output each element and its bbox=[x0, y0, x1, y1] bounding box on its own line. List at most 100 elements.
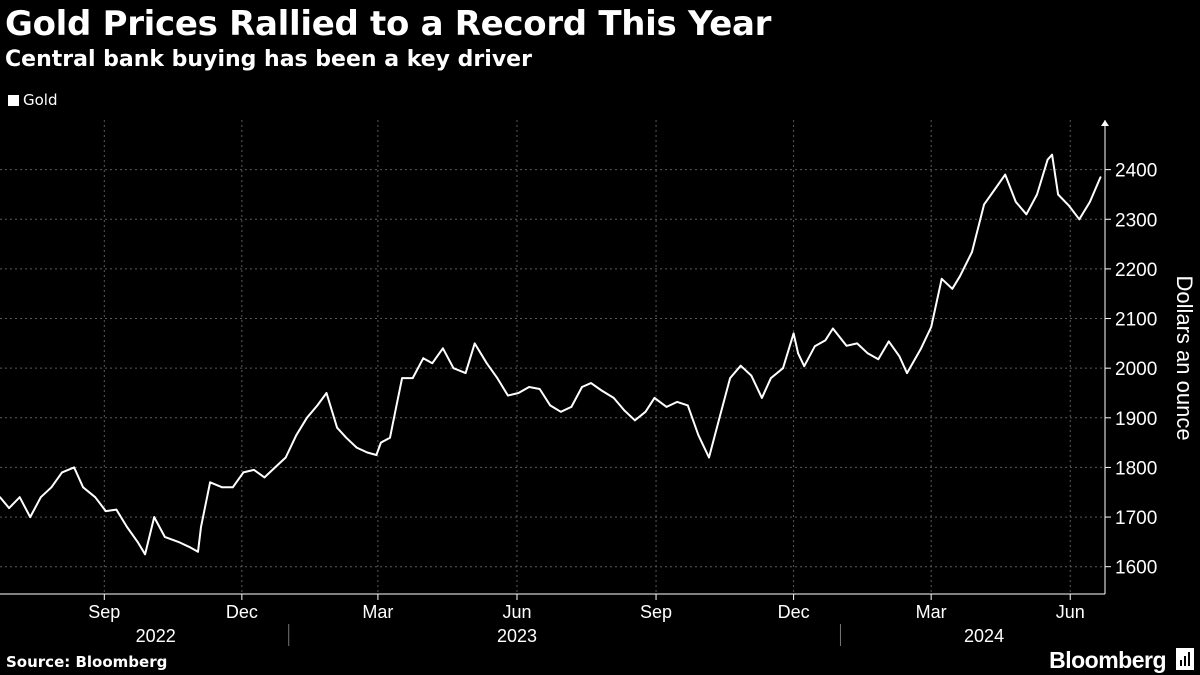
y-tick-label: 2400 bbox=[1115, 161, 1157, 182]
data-point bbox=[1089, 201, 1091, 203]
bloomberg-chart-icon bbox=[1176, 648, 1194, 670]
data-point bbox=[263, 476, 266, 479]
data-point bbox=[104, 510, 107, 512]
data-point bbox=[1036, 193, 1038, 196]
data-point bbox=[442, 347, 444, 350]
data-point bbox=[221, 486, 224, 489]
data-point bbox=[538, 388, 541, 390]
y-tick-label: 2000 bbox=[1115, 359, 1157, 380]
data-point bbox=[39, 496, 42, 499]
data-point bbox=[253, 469, 255, 471]
data-point bbox=[813, 345, 816, 348]
data-point bbox=[295, 434, 298, 437]
data-point bbox=[600, 389, 603, 392]
y-tick-label: 1900 bbox=[1115, 409, 1157, 430]
data-point bbox=[485, 362, 488, 365]
data-point bbox=[401, 377, 403, 379]
data-point bbox=[274, 466, 276, 469]
data-point bbox=[940, 277, 943, 280]
x-tick-label: Dec bbox=[226, 602, 258, 622]
data-point bbox=[136, 541, 139, 543]
data-point bbox=[653, 397, 656, 399]
data-point bbox=[803, 365, 806, 368]
data-point bbox=[824, 339, 827, 342]
data-point bbox=[559, 410, 562, 413]
data-point bbox=[18, 496, 21, 499]
legend: Gold bbox=[8, 90, 58, 110]
data-point bbox=[163, 536, 166, 538]
data-point bbox=[1078, 218, 1081, 221]
data-point bbox=[528, 386, 530, 388]
data-point bbox=[590, 382, 592, 384]
data-point bbox=[1067, 204, 1070, 207]
x-tick-label: Mar bbox=[916, 602, 947, 622]
data-point bbox=[718, 416, 721, 419]
data-point bbox=[50, 486, 53, 489]
data-point bbox=[856, 342, 858, 345]
data-point bbox=[644, 410, 647, 413]
data-point bbox=[570, 406, 573, 408]
x-tick-label: Dec bbox=[778, 602, 810, 622]
data-point bbox=[729, 377, 731, 379]
bloomberg-logo: Bloomberg bbox=[1049, 647, 1166, 673]
source-note: Source: Bloomberg bbox=[6, 653, 168, 671]
data-point bbox=[983, 203, 985, 206]
data-point bbox=[431, 362, 434, 365]
axes: 1600 1700 1800 1900 2000 2100 2200 2300 2400 Sep D… bbox=[0, 120, 1157, 646]
data-point bbox=[951, 287, 954, 290]
series-line-gold bbox=[0, 153, 1102, 556]
data-point bbox=[316, 404, 319, 407]
data-point bbox=[797, 352, 799, 355]
data-point bbox=[1057, 193, 1059, 196]
data-point bbox=[94, 496, 97, 499]
x-tick-label: Sep bbox=[88, 602, 120, 622]
data-point bbox=[887, 340, 890, 343]
y-tick-label: 1600 bbox=[1115, 558, 1157, 579]
data-point bbox=[452, 367, 455, 370]
y-tick-label: 2300 bbox=[1115, 210, 1157, 231]
data-point bbox=[739, 364, 742, 367]
data-point bbox=[325, 392, 328, 394]
data-point bbox=[770, 377, 772, 379]
data-point bbox=[676, 401, 679, 403]
data-point bbox=[959, 275, 961, 278]
year-label: 2023 bbox=[497, 626, 537, 646]
data-point bbox=[906, 372, 908, 374]
data-point bbox=[1025, 213, 1028, 216]
data-point bbox=[8, 507, 11, 509]
data-point bbox=[29, 516, 32, 518]
data-point bbox=[1014, 201, 1017, 203]
data-point bbox=[411, 377, 414, 379]
data-point bbox=[422, 357, 425, 360]
x-tick-label: Sep bbox=[640, 602, 672, 622]
data-point bbox=[866, 352, 869, 355]
data-point bbox=[380, 441, 382, 444]
y-tick-label: 1700 bbox=[1115, 508, 1157, 529]
y-tick-label: 1800 bbox=[1115, 458, 1157, 479]
data-point bbox=[209, 481, 212, 484]
data-point bbox=[930, 326, 933, 328]
data-point bbox=[623, 409, 626, 412]
data-point bbox=[395, 407, 397, 409]
data-point bbox=[1099, 176, 1102, 179]
data-point bbox=[188, 545, 190, 548]
data-point bbox=[919, 348, 922, 351]
data-point bbox=[366, 451, 369, 454]
data-point bbox=[200, 526, 202, 528]
data-point bbox=[507, 394, 509, 397]
data-point bbox=[496, 377, 499, 379]
data-point bbox=[750, 374, 753, 377]
data-point bbox=[971, 251, 973, 253]
data-point bbox=[708, 456, 710, 459]
y-tick-label: 2200 bbox=[1115, 260, 1157, 281]
data-point bbox=[993, 188, 996, 191]
legend-swatch bbox=[8, 94, 19, 106]
data-point bbox=[697, 434, 700, 437]
data-point bbox=[336, 426, 338, 429]
data-point bbox=[464, 372, 467, 374]
year-label: 2022 bbox=[136, 626, 176, 646]
data-point bbox=[634, 419, 636, 422]
y-tick-label: 2100 bbox=[1115, 310, 1157, 331]
data-point bbox=[782, 367, 784, 370]
